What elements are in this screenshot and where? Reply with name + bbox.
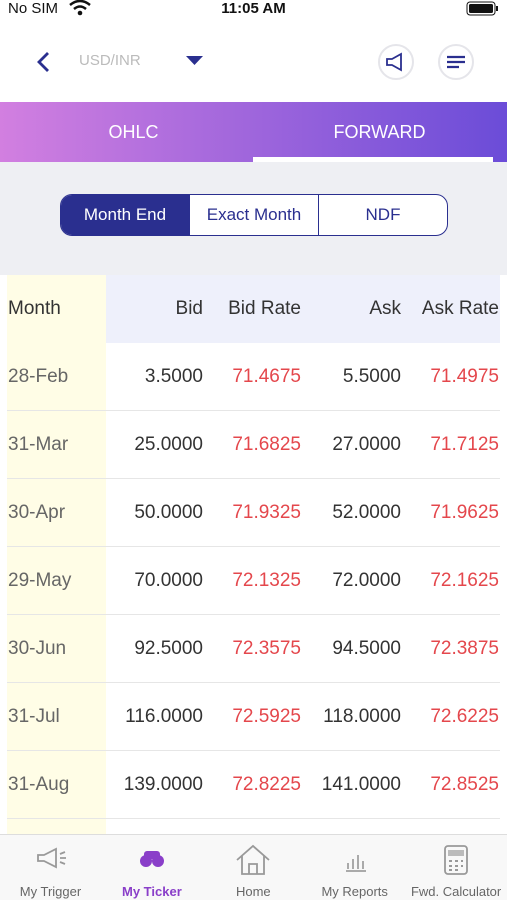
table-cell: 116.0000 <box>125 706 203 727</box>
table-cell: 72.3575 <box>232 638 301 659</box>
battery-icon <box>466 1 498 16</box>
tab-indicator <box>253 157 493 162</box>
table-cell: 28-Feb <box>8 366 69 387</box>
table-cell: 72.8525 <box>430 774 499 795</box>
nav-label: My Ticker <box>122 884 182 899</box>
column-header: Bid Rate <box>228 298 301 319</box>
nav-item[interactable]: Home <box>203 835 304 900</box>
menu-button[interactable] <box>436 42 476 82</box>
row-divider <box>7 750 500 751</box>
nav-item[interactable]: Fwd. Calculator <box>406 835 507 900</box>
table-cell: 52.0000 <box>332 502 401 523</box>
nav-label: Home <box>235 884 271 899</box>
column-header: Bid <box>175 298 203 319</box>
table-cell: 72.3875 <box>430 638 499 659</box>
table-cell: 50.0000 <box>134 502 203 523</box>
table-cell: 71.6825 <box>232 434 301 455</box>
table-header-bg <box>106 275 500 343</box>
table-cell: 5.5000 <box>342 366 401 387</box>
tab[interactable]: FORWARD <box>333 122 426 142</box>
table-cell: 72.1625 <box>430 570 499 591</box>
row-divider <box>7 546 500 547</box>
table-cell: 71.7125 <box>430 434 499 455</box>
table-cell: 70.0000 <box>134 570 203 591</box>
column-header: Ask Rate <box>421 298 499 319</box>
table-cell: 31-Aug <box>8 774 70 795</box>
nav-label: My Trigger <box>19 884 82 899</box>
table-cell: 71.4675 <box>232 366 301 387</box>
table-cell: 71.9625 <box>430 502 499 523</box>
nav-icon <box>36 847 66 869</box>
clock: 11:05 AM <box>221 0 286 17</box>
table-cell: 29-May <box>8 570 72 591</box>
table-cell: 30-Jun <box>8 638 67 659</box>
carrier: No SIM <box>8 0 59 17</box>
table-cell: 3.5000 <box>144 366 203 387</box>
tab-bar: OHLC FORWARD <box>0 102 507 162</box>
nav-item[interactable]: My Reports <box>304 835 405 900</box>
table-cell: 27.0000 <box>332 434 401 455</box>
nav-icon <box>444 845 468 875</box>
table-cell: 118.0000 <box>323 706 401 727</box>
column-header: Ask <box>369 298 401 319</box>
table-cell: 94.5000 <box>332 638 401 659</box>
currency-pair[interactable]: USD/INR <box>79 52 141 69</box>
nav-icon <box>139 851 164 867</box>
table-cell: 31-Jul <box>8 706 60 727</box>
table-cell: 25.0000 <box>134 434 203 455</box>
tab[interactable]: OHLC <box>108 122 159 142</box>
bottom-nav: My Trigger My Ticker Home My Reports Fwd. Ca… <box>0 834 507 900</box>
table-cell: 72.5925 <box>232 706 301 727</box>
segment[interactable]: Month End <box>61 195 189 235</box>
nav-icon <box>236 844 270 875</box>
table-cell: 30-Apr <box>8 502 66 523</box>
announce-button[interactable] <box>376 42 416 82</box>
wifi-icon <box>69 0 91 16</box>
nav-icon <box>345 855 366 872</box>
dropdown-arrow[interactable] <box>185 55 205 67</box>
nav-item[interactable]: My Ticker <box>101 835 202 900</box>
table-cell: 71.9325 <box>232 502 301 523</box>
table-cell: 31-Mar <box>8 434 69 455</box>
table-cell: 139.0000 <box>123 774 203 795</box>
table-cell: 71.4975 <box>430 366 499 387</box>
nav-item[interactable]: My Trigger <box>0 835 101 900</box>
table-cell: 72.1325 <box>232 570 301 591</box>
back-button[interactable] <box>34 50 54 74</box>
table-cell: 72.6225 <box>430 706 499 727</box>
segment[interactable]: NDF <box>318 195 447 235</box>
row-divider <box>7 410 500 411</box>
table-cell: 141.0000 <box>321 774 401 795</box>
column-header: Month <box>8 298 61 319</box>
row-divider <box>7 614 500 615</box>
row-divider <box>7 478 500 479</box>
table-cell: 72.8225 <box>232 774 301 795</box>
segment-control: Month End Exact Month NDF <box>60 194 448 236</box>
nav-label: Fwd. Calculator <box>410 884 502 899</box>
table-cell: 72.0000 <box>332 570 401 591</box>
row-divider <box>7 682 500 683</box>
table-cell: 92.5000 <box>134 638 203 659</box>
row-divider <box>7 818 500 819</box>
nav-label: My Reports <box>321 884 388 899</box>
month-column-bg <box>7 275 106 835</box>
segment[interactable]: Exact Month <box>189 195 318 235</box>
